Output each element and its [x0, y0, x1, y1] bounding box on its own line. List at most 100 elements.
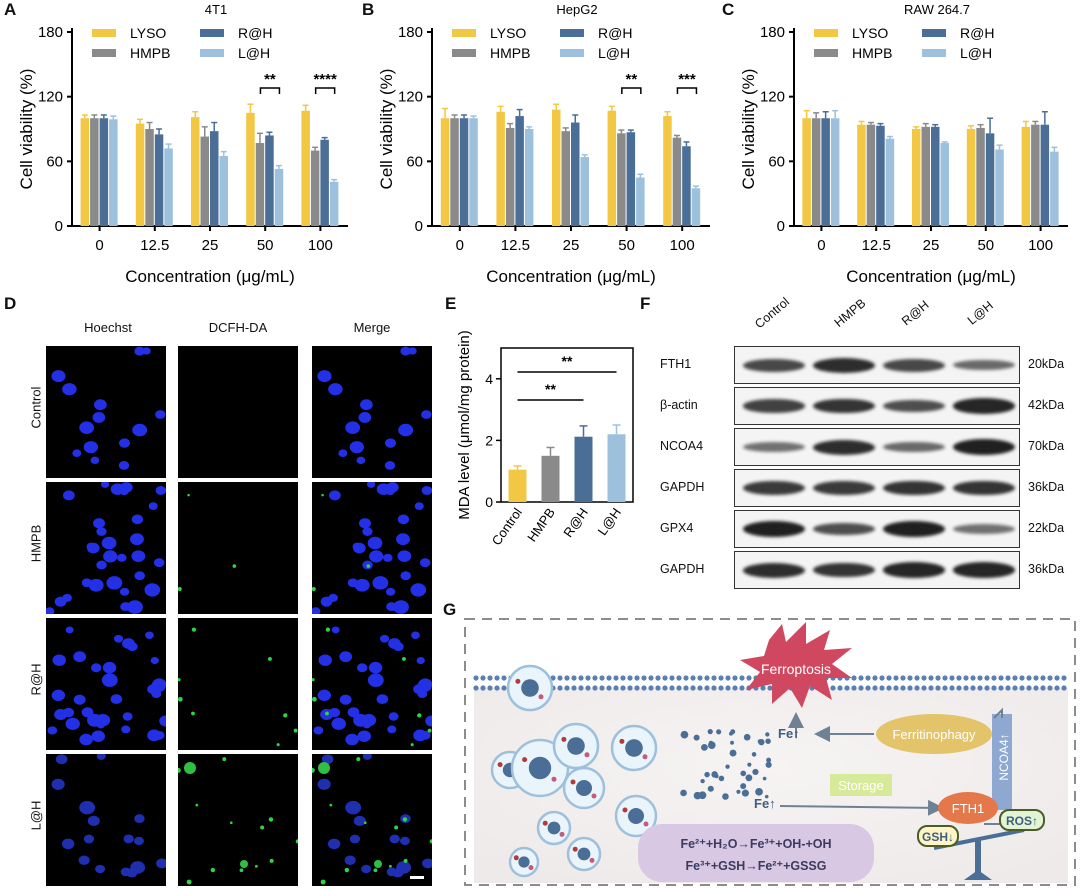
lipid-head: [991, 675, 997, 681]
bar-lyso: [496, 111, 505, 226]
bar-r-at-h: [626, 132, 636, 226]
iron-particle: [743, 733, 751, 741]
iron-ion: [515, 678, 521, 684]
blot-band: [743, 442, 805, 452]
bar-hmpb: [90, 118, 99, 226]
ros-signal: [388, 864, 392, 868]
blot-protein-label: GAPDH: [660, 562, 705, 576]
lipid-head: [1019, 675, 1025, 681]
y-axis-label: Cell viability (%): [17, 69, 36, 190]
x-tick-label: 0: [95, 237, 103, 254]
lipid-head: [620, 675, 626, 681]
nucleus: [120, 487, 129, 496]
nucleus: [101, 673, 118, 687]
nucleus: [96, 527, 107, 536]
y-tick-label: 120: [38, 89, 63, 106]
nucleus: [384, 460, 396, 470]
ros-signal: [318, 762, 330, 774]
nucleus: [79, 421, 95, 434]
significance-stars: ****: [313, 71, 337, 88]
legend-swatch: [452, 49, 476, 57]
lipid-head: [662, 685, 668, 691]
lipid-head: [627, 675, 633, 681]
bar-lyso: [966, 129, 976, 226]
nanoparticle: [576, 780, 592, 796]
lipid-head: [613, 685, 619, 691]
nucleus: [130, 533, 144, 546]
bar-r-at-h: [985, 133, 995, 226]
ros-signal: [312, 587, 316, 592]
lipid-head: [886, 675, 892, 681]
significance-stars: ***: [678, 71, 696, 88]
nucleus: [416, 657, 425, 665]
nucleus: [65, 717, 80, 730]
lipid-head: [935, 685, 941, 691]
x-tick-label: 25: [923, 237, 940, 254]
bar-hmpb: [976, 127, 985, 226]
blot-band: [883, 358, 945, 372]
blot-band: [883, 480, 945, 496]
iron-ion: [513, 855, 519, 861]
nanoparticle: [518, 856, 530, 868]
nucleus: [62, 707, 75, 718]
lipid-head: [928, 675, 934, 681]
ferritinophagy-label: Ferritinophagy: [892, 727, 976, 742]
plot-frame: [500, 347, 634, 503]
lipid-head: [473, 685, 479, 691]
y-tick-label: 180: [760, 24, 785, 41]
nucleus: [357, 730, 372, 742]
nucleus: [376, 694, 389, 705]
lipid-head: [935, 675, 941, 681]
nucleus: [392, 868, 404, 878]
iron-particle: [680, 789, 687, 797]
nucleus: [134, 836, 144, 846]
nucleus: [367, 673, 384, 687]
panel-label-f: F: [640, 294, 651, 313]
lipid-head: [501, 675, 507, 681]
lipid-head: [865, 685, 871, 691]
nucleus: [328, 383, 343, 396]
nucleus: [118, 460, 130, 470]
nucleus: [120, 602, 131, 612]
nucleus: [422, 858, 432, 869]
panel-label-b: B: [362, 0, 375, 19]
bar-l-at-h: [109, 119, 118, 226]
lipid-head: [613, 675, 619, 681]
significance-bracket: [621, 87, 642, 95]
nucleus: [148, 502, 158, 510]
blot-band: [883, 441, 945, 453]
micrograph-hmpb-hoechst: [46, 482, 166, 614]
y-tick-label: 0: [485, 494, 493, 510]
blot-strip: [734, 469, 1020, 507]
lipid-head: [683, 685, 689, 691]
lipid-head: [837, 685, 843, 691]
legend-swatch: [814, 29, 838, 37]
iron-ion: [538, 694, 544, 700]
iron-ion: [584, 752, 590, 758]
iron-particle: [764, 794, 769, 799]
lipid-head: [830, 685, 836, 691]
iron-ion: [643, 821, 649, 827]
lipid-head: [711, 675, 717, 681]
lipid-head: [725, 675, 731, 681]
y-tick-label: 0: [777, 218, 785, 235]
lipid-head: [886, 685, 892, 691]
bar-lyso: [80, 118, 90, 226]
nucleus: [51, 778, 65, 790]
nucleus: [317, 778, 331, 790]
chart-e: 0 2 4 MDA level (μmol/mg protein) Control HMP…: [456, 330, 634, 548]
nucleus: [353, 542, 366, 554]
bar-hmpb: [561, 131, 570, 226]
lipid-head: [956, 685, 962, 691]
lipid-head: [585, 685, 591, 691]
x-tick-label: 100: [1028, 237, 1053, 254]
bar-r-at-h: [571, 122, 580, 226]
iron-particle: [701, 743, 708, 751]
panel-label-c: C: [722, 0, 735, 19]
nucleus: [47, 726, 58, 735]
y-tick-label: 2: [485, 432, 493, 448]
nucleus: [400, 836, 410, 846]
lipid-head: [1054, 685, 1060, 691]
lipid-head: [984, 685, 990, 691]
iron-ion: [570, 779, 576, 785]
